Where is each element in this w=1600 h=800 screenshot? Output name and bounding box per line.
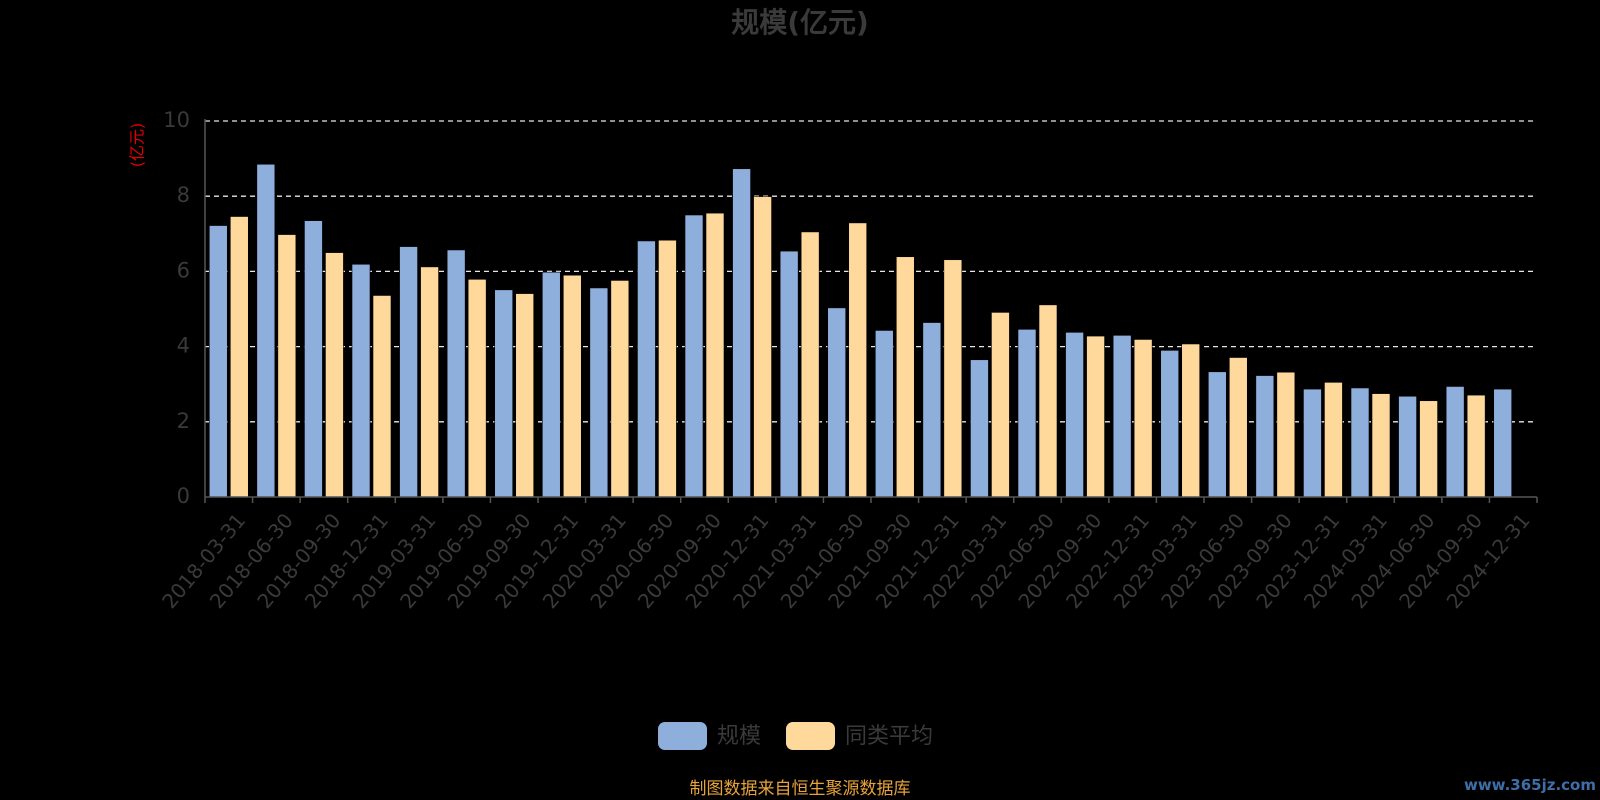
bar-scale[interactable] bbox=[1017, 329, 1037, 498]
bar-scale[interactable] bbox=[1303, 388, 1322, 498]
bar-peer-average[interactable] bbox=[610, 280, 630, 498]
legend-swatch bbox=[658, 722, 707, 750]
bar-scale[interactable] bbox=[1160, 350, 1180, 498]
y-tick-label: 10 bbox=[163, 108, 190, 132]
y-axis-unit-label: (亿元) bbox=[128, 123, 147, 168]
bar-peer-average[interactable] bbox=[325, 252, 344, 498]
bar-peer-average[interactable] bbox=[1466, 394, 1486, 498]
legend[interactable]: 规模 同类平均 bbox=[658, 722, 933, 750]
bar-scale[interactable] bbox=[1207, 371, 1227, 498]
bars bbox=[208, 163, 1513, 498]
data-source-note: 制图数据来自恒生聚源数据库 bbox=[690, 779, 911, 799]
axes bbox=[204, 119, 1538, 503]
bar-peer-average[interactable] bbox=[943, 259, 963, 498]
bar-peer-average[interactable] bbox=[1419, 400, 1438, 498]
bar-scale[interactable] bbox=[637, 240, 656, 498]
bar-peer-average[interactable] bbox=[1133, 339, 1153, 498]
bar-peer-average[interactable] bbox=[515, 293, 535, 498]
legend-label: 同类平均 bbox=[845, 724, 933, 749]
y-tick-label: 4 bbox=[177, 334, 190, 358]
bar-scale[interactable] bbox=[827, 307, 847, 498]
bar-scale[interactable] bbox=[874, 330, 894, 498]
bar-scale[interactable] bbox=[779, 250, 799, 498]
bar-scale[interactable] bbox=[1445, 386, 1465, 498]
bar-scale[interactable] bbox=[1493, 388, 1513, 498]
y-tick-labels: 0 2 4 6 8 10 bbox=[163, 108, 190, 508]
y-tick-label: 2 bbox=[177, 409, 190, 433]
legend-swatch bbox=[786, 722, 835, 750]
bar-scale[interactable] bbox=[970, 359, 989, 498]
bar-scale[interactable] bbox=[256, 163, 276, 498]
bar-peer-average[interactable] bbox=[895, 256, 915, 498]
bar-peer-average[interactable] bbox=[800, 231, 820, 498]
bar-peer-average[interactable] bbox=[705, 212, 725, 498]
bar-peer-average[interactable] bbox=[420, 266, 439, 498]
bar-peer-average[interactable] bbox=[467, 278, 487, 498]
bar-scale[interactable] bbox=[541, 271, 561, 498]
bar-scale[interactable] bbox=[1255, 375, 1275, 498]
y-tick-label: 0 bbox=[177, 484, 190, 508]
bar-scale[interactable] bbox=[1398, 395, 1417, 498]
bar-peer-average[interactable] bbox=[1324, 382, 1343, 498]
chart-title: 规模(亿元) bbox=[731, 6, 869, 39]
bar-scale[interactable] bbox=[208, 225, 228, 498]
bar-peer-average[interactable] bbox=[991, 312, 1010, 498]
bar-peer-average[interactable] bbox=[1181, 343, 1201, 498]
bar-scale[interactable] bbox=[732, 168, 751, 498]
y-tick-label: 8 bbox=[177, 183, 190, 207]
bar-scale[interactable] bbox=[684, 214, 704, 498]
bar-scale[interactable] bbox=[446, 249, 466, 498]
bar-peer-average[interactable] bbox=[848, 222, 868, 498]
bar-scale[interactable] bbox=[922, 322, 942, 498]
bar-peer-average[interactable] bbox=[229, 216, 249, 498]
y-tick-label: 6 bbox=[177, 258, 190, 282]
bar-scale[interactable] bbox=[399, 246, 418, 498]
bar-peer-average[interactable] bbox=[277, 234, 297, 498]
bar-peer-average[interactable] bbox=[1228, 357, 1248, 498]
bar-peer-average[interactable] bbox=[372, 295, 392, 498]
bar-scale[interactable] bbox=[304, 220, 323, 498]
bar-scale[interactable] bbox=[494, 289, 514, 498]
bar-scale[interactable] bbox=[589, 287, 609, 498]
bar-peer-average[interactable] bbox=[1276, 371, 1296, 498]
bar-peer-average[interactable] bbox=[562, 274, 582, 498]
bar-scale[interactable] bbox=[1350, 387, 1370, 498]
legend-item-scale[interactable]: 规模 bbox=[658, 722, 761, 750]
bar-peer-average[interactable] bbox=[1038, 304, 1058, 498]
bar-peer-average[interactable] bbox=[1371, 393, 1391, 498]
legend-label: 规模 bbox=[717, 724, 761, 749]
legend-item-peer-average[interactable]: 同类平均 bbox=[786, 722, 933, 750]
watermark: www.365jz.com bbox=[1464, 776, 1596, 794]
bar-peer-average[interactable] bbox=[1086, 335, 1105, 498]
x-tick-labels: 2018-03-312018-06-302018-09-302018-12-31… bbox=[157, 509, 1535, 613]
bar-peer-average[interactable] bbox=[753, 196, 772, 498]
bar-scale[interactable] bbox=[1112, 335, 1132, 498]
bar-peer-average[interactable] bbox=[658, 239, 677, 498]
bar-scale[interactable] bbox=[1065, 332, 1084, 498]
bar-scale[interactable] bbox=[351, 263, 371, 498]
